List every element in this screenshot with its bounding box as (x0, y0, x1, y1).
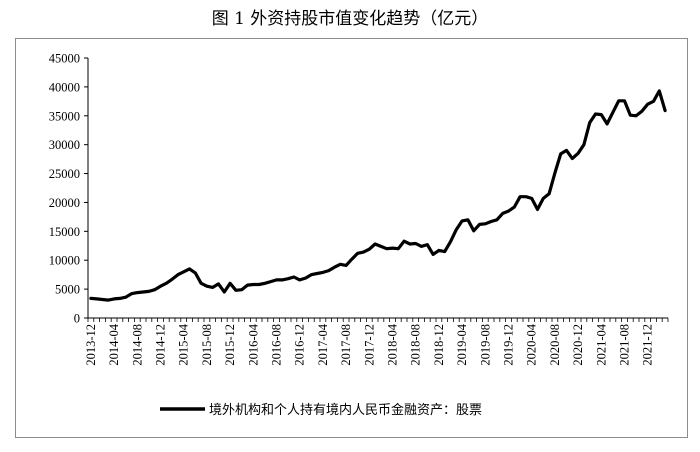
x-tick-label: 2015-04 (177, 323, 191, 365)
x-tick-label: 2018-04 (386, 323, 400, 365)
y-tick-label: 20000 (49, 196, 80, 210)
series-layer (89, 89, 667, 302)
y-tick-label: 25000 (49, 167, 80, 181)
x-tick-label: 2021-04 (594, 323, 608, 365)
x-tick-label: 2015-12 (223, 324, 237, 366)
y-tick-label: 35000 (49, 109, 80, 123)
x-tick-label: 2017-12 (362, 324, 376, 366)
chart-frame (15, 38, 688, 438)
y-axis-ticks: 0 5000 10000 15000 20000 25000 30000 35000 40000… (49, 52, 88, 326)
x-tick-label: 2016-04 (246, 323, 260, 365)
x-tick-label: 2019-08 (478, 324, 492, 366)
x-tick-label: 2020-08 (548, 324, 562, 366)
x-tick-label: 2020-04 (525, 323, 539, 365)
legend-label: 境外机构和个人持有境内人民币金融资产：股票 (209, 402, 482, 418)
x-tick-label: 2018-12 (432, 324, 446, 366)
y-tick-label: 10000 (49, 254, 80, 268)
series-line (89, 89, 667, 302)
x-tick-label: 2015-08 (200, 324, 214, 366)
y-tick-label: 30000 (49, 138, 80, 152)
x-tick-label: 2020-12 (571, 324, 585, 366)
y-tick-label: 15000 (49, 225, 80, 239)
x-tick-label: 2019-12 (502, 324, 516, 366)
x-tick-label: 2014-12 (154, 324, 168, 366)
y-tick-label: 5000 (55, 283, 80, 297)
x-tick-label: 2017-08 (339, 324, 353, 366)
x-tick-label: 2016-08 (270, 324, 284, 366)
x-tick-label: 2013-12 (84, 324, 98, 366)
x-tick-label: 2017-04 (316, 323, 330, 365)
x-tick-label: 2021-12 (641, 324, 655, 366)
x-tick-label: 2021-08 (618, 324, 632, 366)
y-tick-label: 0 (74, 312, 80, 326)
y-tick-label: 40000 (49, 80, 80, 94)
x-tick-label: 2018-08 (409, 324, 423, 366)
x-tick-label: 2016-12 (293, 324, 307, 366)
x-tick-label: 2014-08 (130, 324, 144, 366)
x-tick-label: 2019-04 (455, 323, 469, 365)
legend: 境外机构和个人持有境内人民币金融资产：股票 (160, 402, 482, 418)
y-tick-label: 45000 (49, 52, 80, 66)
chart-title: 图 1 外资持股市值变化趋势（亿元） (211, 9, 489, 29)
x-axis-ticks: 2013-12 2014-04 2014-08 2014-12 2015-04 2015-… (84, 318, 669, 366)
x-tick-label: 2014-04 (107, 323, 121, 365)
